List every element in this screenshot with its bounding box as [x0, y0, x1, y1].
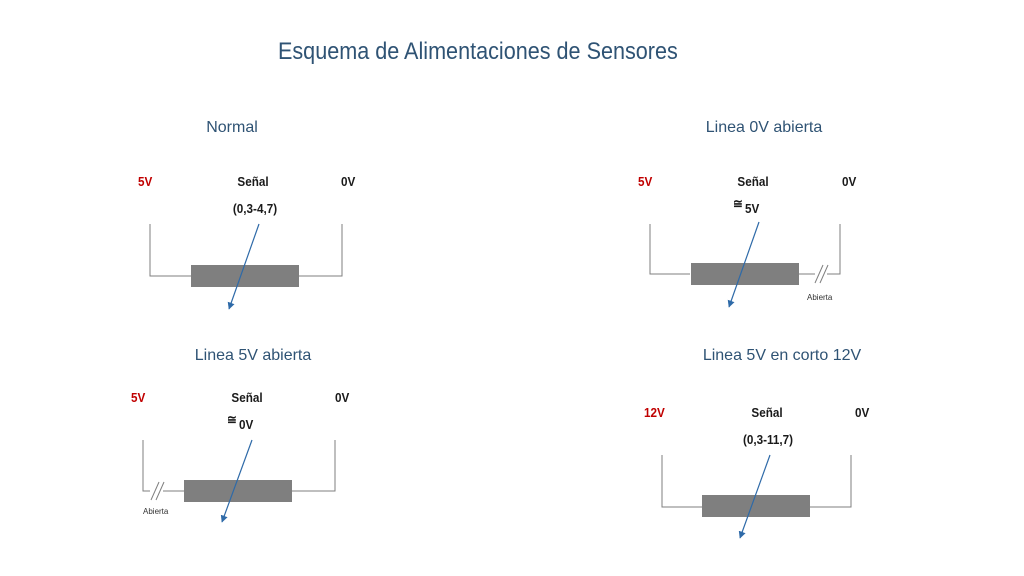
circuit-short-12v [661, 454, 852, 539]
break-mark [819, 264, 829, 284]
supply-label-open-0v: 5V [638, 174, 653, 189]
circuit-open-0v [649, 221, 841, 308]
panel-title-normal: Normal [206, 119, 258, 136]
wiper-arrow [727, 221, 760, 308]
approx-symbol-open-0v: ≅ [733, 196, 743, 211]
supply-label-normal: 5V [138, 174, 153, 189]
signal-label-open-0v: Señal [737, 174, 769, 189]
supply-label-short-12v: 12V [644, 405, 665, 420]
wire [649, 224, 690, 275]
circuit-open-5v [142, 439, 336, 523]
break-mark [150, 481, 160, 501]
panel-title-open-0v: Linea 0V abierta [705, 119, 823, 136]
signal-label-short-12v: Señal [751, 405, 783, 420]
signal-value-normal: (0,3-4,7) [232, 201, 278, 216]
resistor [702, 495, 810, 517]
wire [827, 224, 841, 275]
panel-title-open-5v: Linea 5V abierta [194, 347, 312, 364]
break-mark [155, 481, 165, 501]
signal-value-open-5v: 0V [239, 417, 254, 432]
wire [292, 440, 336, 492]
signal-label-normal: Señal [237, 174, 269, 189]
break-mark [814, 264, 824, 284]
approx-symbol-open-5v: ≅ [227, 412, 237, 427]
signal-label-open-5v: Señal [231, 390, 263, 405]
wiper-arrow [227, 223, 260, 310]
ground-label-open-0v: 0V [842, 174, 857, 189]
circuit-normal [149, 223, 343, 310]
signal-value-short-12v: (0,3-11,7) [742, 432, 794, 447]
supply-label-open-5v: 5V [131, 390, 146, 405]
resistor [184, 480, 292, 502]
wire [142, 440, 150, 492]
break-label-open-5v: Abierta [143, 507, 169, 516]
resistor [191, 265, 299, 287]
resistor [691, 263, 799, 285]
panel-title-short-12v: Linea 5V en corto 12V [702, 347, 862, 364]
signal-value-open-0v: 5V [745, 201, 760, 216]
page-title: Esquema de Alimentaciones de Sensores [277, 38, 678, 65]
ground-label-open-5v: 0V [335, 390, 350, 405]
wiper-arrow [738, 454, 771, 539]
break-label-open-0v: Abierta [807, 293, 833, 302]
ground-label-normal: 0V [341, 174, 356, 189]
wiper-arrow [220, 439, 253, 523]
ground-label-short-12v: 0V [855, 405, 870, 420]
